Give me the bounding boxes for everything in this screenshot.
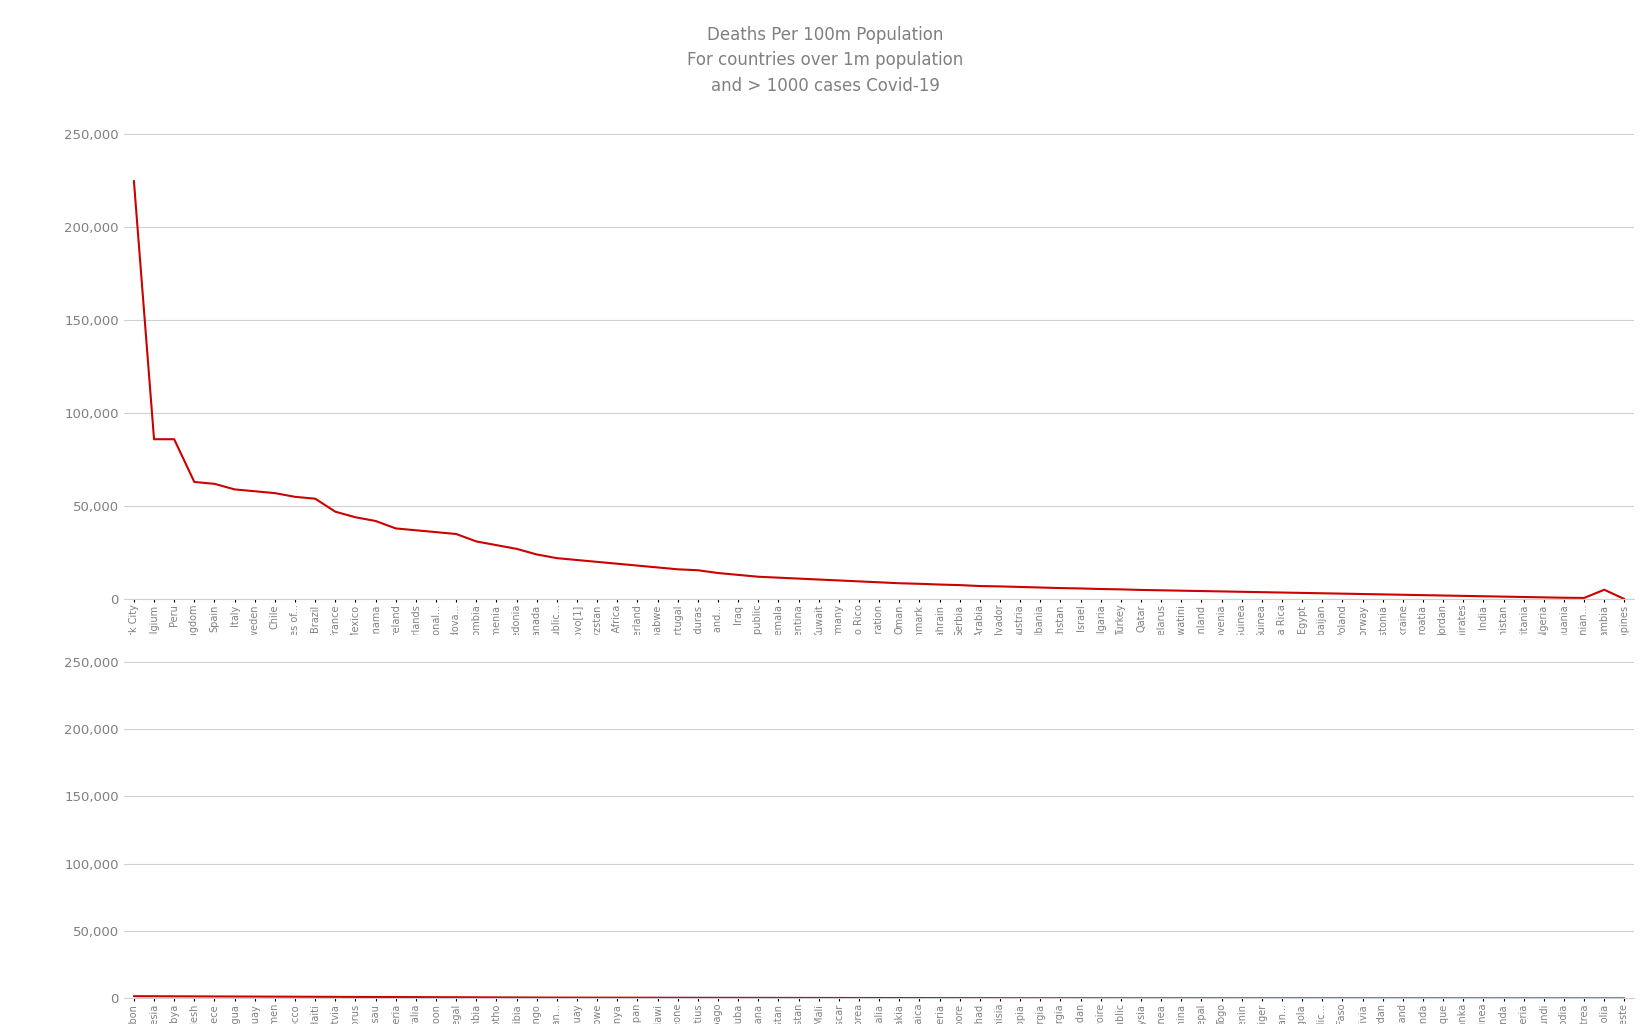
Text: and > 1000 cases Covid-19: and > 1000 cases Covid-19 bbox=[712, 77, 939, 95]
Text: Deaths Per 100m Population: Deaths Per 100m Population bbox=[707, 26, 944, 44]
Text: For countries over 1m population: For countries over 1m population bbox=[687, 51, 964, 70]
